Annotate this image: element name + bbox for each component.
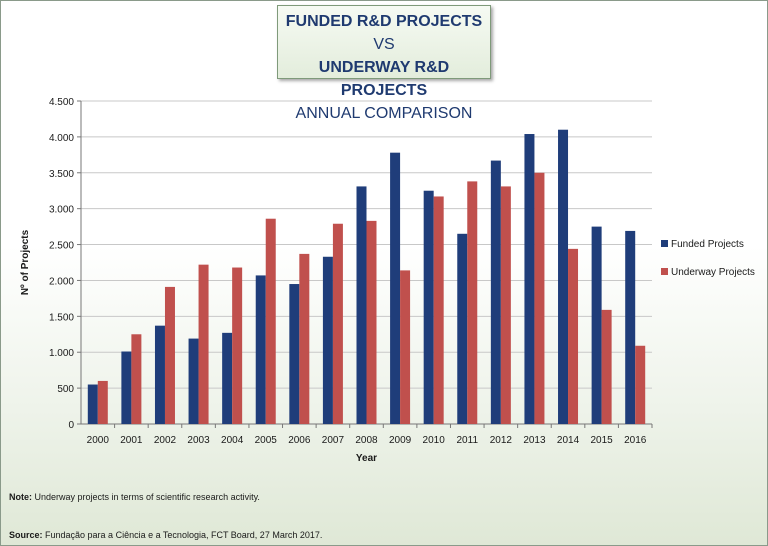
bar-funded-2003: [188, 338, 199, 424]
legend-label-underway: Underway Projects: [671, 267, 755, 278]
bar-funded-2000: [87, 384, 98, 424]
bar-underway-2015: [601, 309, 612, 424]
source-label: Source:: [9, 530, 43, 540]
x-tick-label: 2008: [355, 435, 378, 446]
bar-underway-2003: [198, 264, 209, 424]
title-line-1-bold: FUNDED R&D PROJECTS: [285, 13, 483, 30]
bar-funded-2010: [423, 190, 434, 424]
source-text: Source: Fundação para a Ciência e a Tecn…: [9, 530, 322, 540]
bar-funded-2007: [322, 256, 333, 424]
bar-funded-2002: [154, 325, 165, 424]
x-axis-label: Year: [356, 453, 377, 464]
x-tick-label: 2016: [624, 435, 647, 446]
x-tick-label: 2013: [523, 435, 546, 446]
bar-underway-2016: [635, 345, 646, 424]
x-tick-label: 2014: [557, 435, 580, 446]
note-body: Underway projects in terms of scientific…: [32, 492, 260, 502]
y-tick-label: 3.000: [49, 205, 74, 216]
x-tick-label: 2015: [590, 435, 613, 446]
bar-funded-2016: [625, 230, 636, 424]
legend-swatch-underway: [661, 268, 668, 275]
title-line-1-rest: VS: [373, 36, 395, 53]
title-line-1: FUNDED R&D PROJECTS VS: [278, 10, 490, 56]
bar-underway-2014: [568, 248, 579, 424]
bar-underway-2000: [97, 380, 108, 424]
legend-swatch-funded: [661, 240, 668, 247]
y-tick-label: 1.500: [49, 312, 74, 323]
bar-funded-2011: [457, 233, 468, 424]
bar-funded-2006: [289, 284, 300, 424]
bar-underway-2010: [433, 196, 444, 424]
bar-funded-2009: [390, 152, 401, 424]
y-tick-label: 0: [68, 420, 74, 431]
y-tick-label: 2.000: [49, 276, 74, 287]
bar-underway-2012: [500, 186, 511, 424]
bar-funded-2005: [255, 275, 266, 424]
title-line-3: ANNUAL COMPARISON: [295, 105, 473, 122]
source-body: Fundação para a Ciência e a Tecnologia, …: [42, 530, 323, 540]
bar-underway-2007: [332, 223, 343, 424]
y-tick-label: 500: [57, 384, 74, 395]
x-tick-label: 2002: [154, 435, 177, 446]
bar-underway-2002: [164, 286, 175, 424]
y-tick-label: 2.500: [49, 241, 74, 252]
x-tick-label: 2009: [389, 435, 412, 446]
x-tick-label: 2004: [221, 435, 244, 446]
title-line-2: UNDERWAY R&D PROJECTS: [318, 59, 450, 99]
x-tick-label: 2005: [255, 435, 278, 446]
x-tick-label: 2007: [322, 435, 345, 446]
x-tick-label: 2003: [187, 435, 210, 446]
y-axis-label: Nº of Projects: [20, 229, 31, 295]
x-tick-label: 2010: [423, 435, 446, 446]
note-label: Note:: [9, 492, 32, 502]
y-tick-label: 1.000: [49, 348, 74, 359]
y-tick-label: 4.500: [49, 97, 74, 108]
bar-underway-2006: [299, 253, 310, 424]
bar-funded-2013: [524, 134, 535, 425]
bar-underway-2001: [131, 334, 142, 424]
x-tick-label: 2012: [490, 435, 513, 446]
bar-underway-2009: [400, 270, 411, 424]
bar-underway-2005: [265, 218, 276, 424]
bar-funded-2012: [490, 160, 501, 424]
x-tick-label: 2000: [87, 435, 110, 446]
bar-funded-2015: [591, 226, 602, 424]
x-tick-label: 2011: [457, 435, 479, 446]
bar-funded-2008: [356, 186, 367, 424]
bar-funded-2014: [558, 129, 569, 424]
x-tick-label: 2001: [120, 435, 143, 446]
bar-funded-2004: [222, 332, 233, 424]
legend-label-funded: Funded Projects: [671, 239, 744, 250]
bar-underway-2013: [534, 172, 545, 424]
note-text: Note: Underway projects in terms of scie…: [9, 492, 260, 502]
bar-funded-2001: [121, 351, 132, 424]
bar-underway-2008: [366, 220, 377, 424]
chart-title: FUNDED R&D PROJECTS VS UNDERWAY R&D PROJ…: [277, 5, 491, 122]
bar-underway-2004: [232, 267, 243, 424]
bar-underway-2011: [467, 181, 478, 424]
y-tick-label: 4.000: [49, 133, 74, 144]
y-tick-label: 3.500: [49, 169, 74, 180]
x-tick-label: 2006: [288, 435, 311, 446]
